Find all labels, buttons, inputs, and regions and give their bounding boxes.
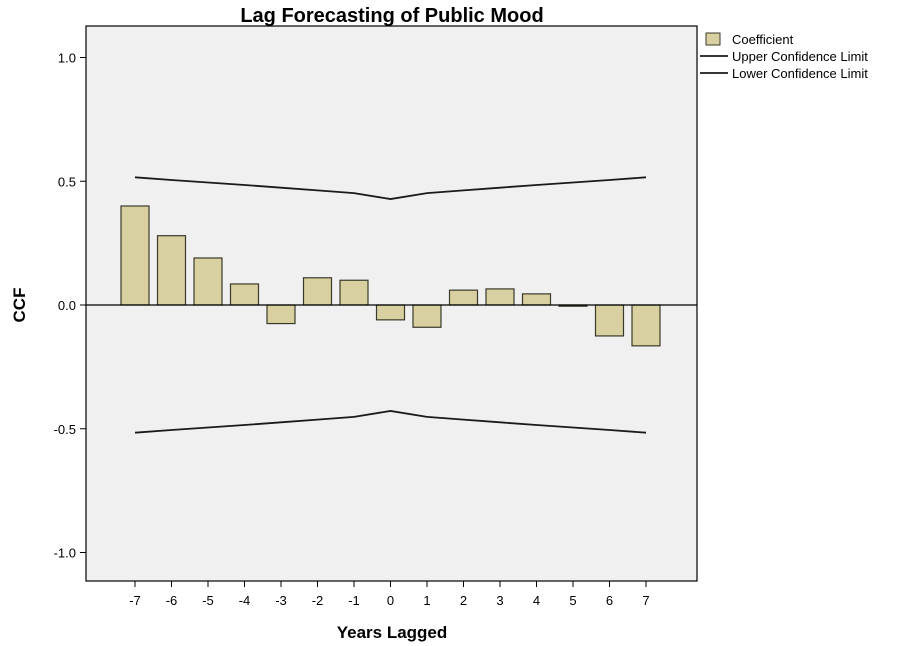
- x-axis-title: Years Lagged: [337, 623, 448, 642]
- x-tick-label: 3: [496, 593, 503, 608]
- x-tick-label: 7: [642, 593, 649, 608]
- y-tick-label: 1.0: [58, 51, 76, 66]
- x-tick-label: -5: [202, 593, 214, 608]
- coefficient-bar: [302, 277, 333, 306]
- x-tick-label: 4: [533, 593, 540, 608]
- coefficient-bar: [156, 235, 187, 306]
- x-tick-label: 1: [423, 593, 430, 608]
- upper-confidence-line: [134, 176, 647, 200]
- coefficient-bar: [120, 205, 150, 306]
- coefficient-bar: [448, 289, 479, 306]
- confidence-limits: [134, 176, 647, 434]
- legend-swatch-coefficient: [705, 32, 721, 46]
- x-axis: -7 -6 -5 -4 -3 -2 -1 0 1 2 3 4 5 6 7: [129, 581, 650, 608]
- coefficient-bar: [229, 283, 260, 306]
- y-tick-label: -0.5: [54, 422, 76, 437]
- x-tick-label: -3: [275, 593, 287, 608]
- coefficient-bar: [631, 304, 661, 347]
- lower-confidence-line: [134, 410, 647, 434]
- x-tick-label: -4: [239, 593, 251, 608]
- x-tick-label: 6: [606, 593, 613, 608]
- chart-title: Lag Forecasting of Public Mood: [240, 5, 543, 27]
- coefficient-bar: [412, 304, 442, 328]
- x-tick-label: 2: [460, 593, 467, 608]
- y-tick-label: -1.0: [54, 546, 76, 561]
- x-tick-label: 5: [569, 593, 576, 608]
- coefficient-bar: [521, 293, 552, 306]
- coefficient-bar: [193, 257, 223, 306]
- coefficient-bars: [120, 205, 661, 347]
- coefficient-bar: [375, 304, 406, 321]
- legend-label: Coefficient: [732, 32, 794, 47]
- y-tick-label: 0.0: [58, 298, 76, 313]
- plot-area: [85, 25, 698, 582]
- coefficient-bar: [485, 288, 515, 306]
- x-tick-label: -7: [129, 593, 141, 608]
- legend: Coefficient Upper Confidence Limit Lower C…: [700, 32, 868, 81]
- legend-label: Upper Confidence Limit: [732, 49, 868, 64]
- x-tick-label: 0: [387, 593, 394, 608]
- x-tick-label: -1: [348, 593, 360, 608]
- y-axis: 1.0 0.5 0.0 -0.5 -1.0: [54, 51, 86, 561]
- x-tick-label: -2: [312, 593, 324, 608]
- coefficient-bar: [339, 279, 369, 306]
- coefficient-bar: [594, 304, 625, 337]
- x-tick-label: -6: [166, 593, 178, 608]
- y-axis-title: CCF: [10, 288, 29, 323]
- coefficient-bar: [266, 304, 296, 325]
- legend-label: Lower Confidence Limit: [732, 66, 868, 81]
- y-tick-label: 0.5: [58, 174, 76, 189]
